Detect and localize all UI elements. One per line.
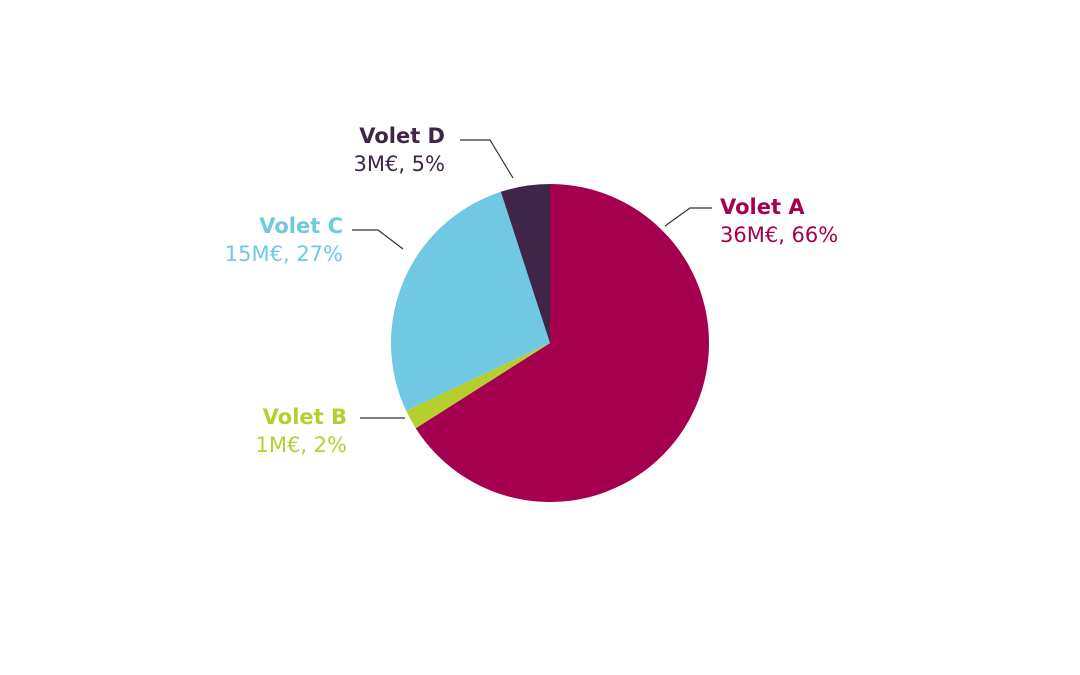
slice-label: Volet B (263, 405, 347, 429)
value-label: 1M€, 2% (255, 433, 347, 457)
leader-line (664, 207, 712, 227)
value-label: 36M€, 66% (720, 223, 838, 247)
leader-line (352, 229, 404, 250)
pie-slice (500, 184, 550, 343)
slice-label: Volet A (720, 195, 805, 219)
value-label: 3M€, 5% (353, 152, 445, 176)
slice-label: Volet C (259, 214, 343, 238)
pie-slice (391, 191, 550, 411)
leader-line (460, 139, 514, 179)
slice-label: Volet D (359, 124, 445, 148)
value-label: 15M€, 27% (225, 242, 343, 266)
pie-slice (406, 343, 550, 429)
pie-slice (415, 184, 709, 503)
